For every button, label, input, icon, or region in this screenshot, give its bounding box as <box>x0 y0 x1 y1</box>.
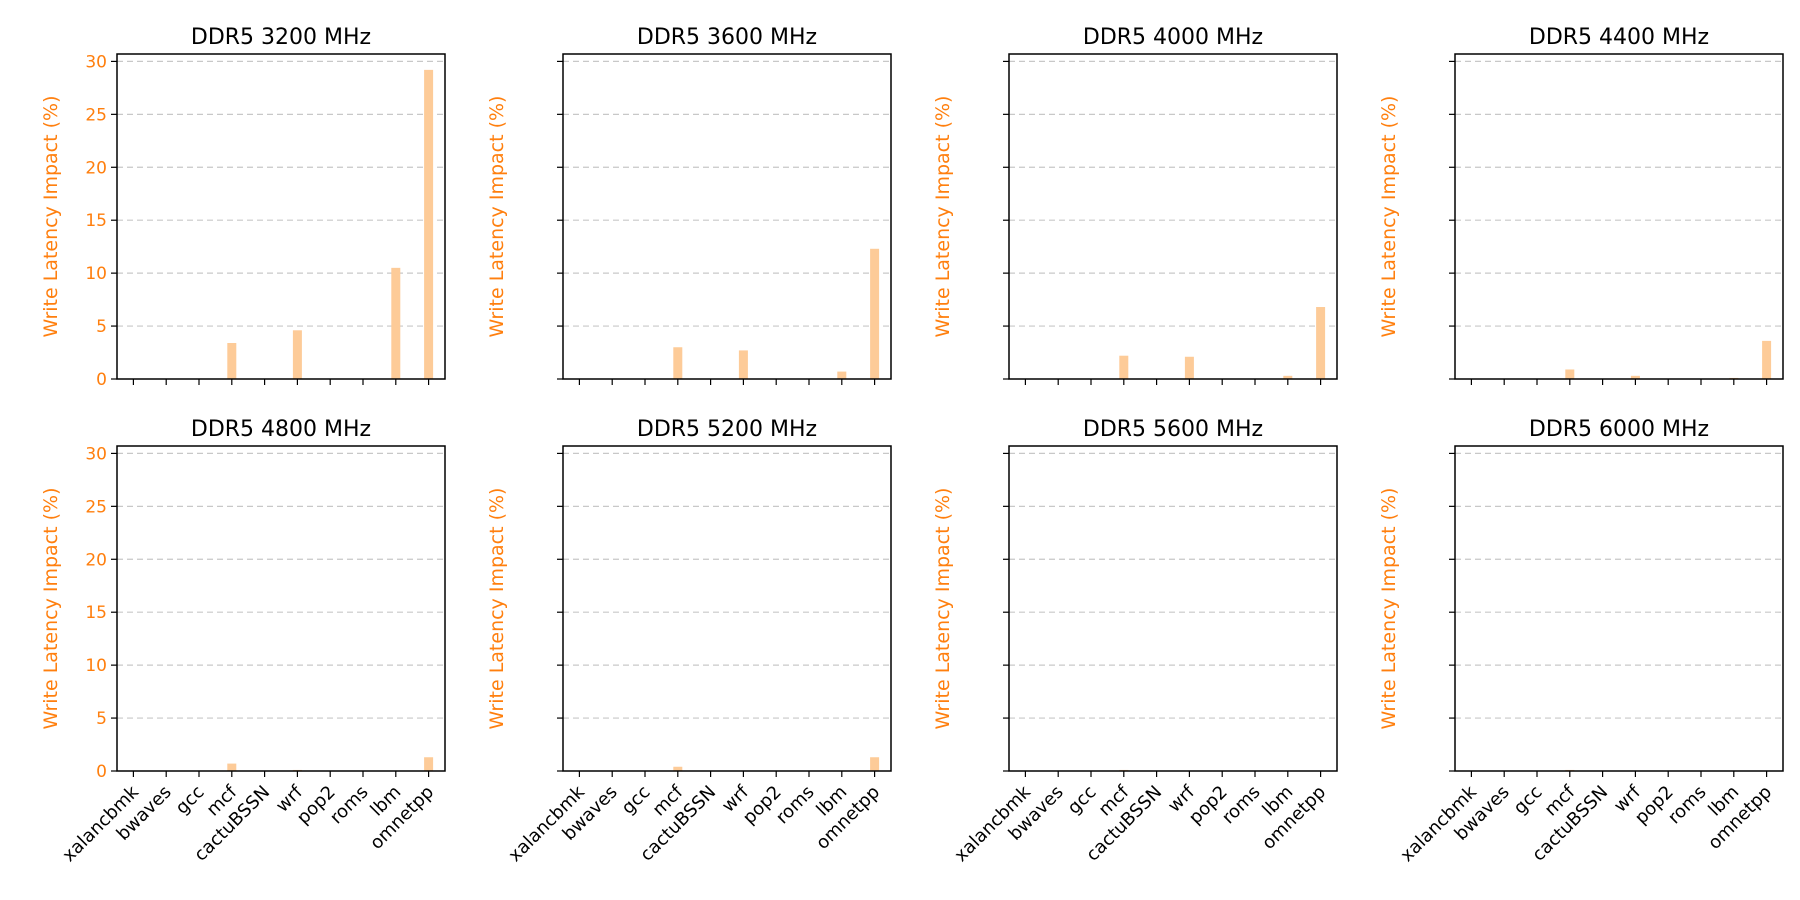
y-tick-label: 5 <box>96 317 107 337</box>
subplot-panel-3: DDR5 4000 MHz Write Latency Impact (%) <box>932 25 1338 385</box>
y-axis-label: Write Latency Impact (%) <box>932 96 954 338</box>
y-axis-label: Write Latency Impact (%) <box>40 96 62 338</box>
bar-mcf <box>673 766 683 771</box>
y-tick-label: 0 <box>96 762 107 782</box>
x-tick-label: omnetpp <box>812 782 884 854</box>
y-tick-label: 30 <box>85 444 107 464</box>
bar-omnetpp <box>1762 340 1772 379</box>
bar-mcf <box>1565 369 1575 379</box>
plot-frame <box>562 445 892 772</box>
y-tick-label: 30 <box>85 52 107 72</box>
plot-frame <box>116 53 446 380</box>
x-tick-label: gcc <box>172 782 209 819</box>
plot-frame <box>116 445 446 772</box>
y-tick-label: 0 <box>96 370 107 390</box>
bar-lbm <box>391 267 401 379</box>
x-tick-label: gcc <box>618 782 655 819</box>
bar-wrf <box>1184 356 1194 379</box>
panel-title: DDR5 3200 MHz <box>191 25 371 50</box>
x-tick-label: gcc <box>1510 782 1547 819</box>
x-tick-label: roms <box>326 782 373 829</box>
plot-frame <box>1454 445 1784 772</box>
bar-lbm <box>837 371 847 379</box>
panel-title: DDR5 4000 MHz <box>1083 25 1263 50</box>
bar-wrf <box>292 330 302 379</box>
y-axis-label: Write Latency Impact (%) <box>932 488 954 730</box>
y-axis-label: Write Latency Impact (%) <box>1378 488 1400 730</box>
bar-mcf <box>227 763 237 771</box>
y-axis-label: Write Latency Impact (%) <box>40 488 62 730</box>
subplot-panel-2: DDR5 3600 MHz Write Latency Impact (%) <box>486 25 892 385</box>
y-tick-label: 15 <box>85 211 107 231</box>
panel-title: DDR5 4400 MHz <box>1529 25 1709 50</box>
panel-title: DDR5 4800 MHz <box>191 417 371 442</box>
panel-title: DDR5 3600 MHz <box>637 25 817 50</box>
y-tick-label: 20 <box>85 550 107 570</box>
y-axis-label: Write Latency Impact (%) <box>486 488 508 730</box>
y-tick-label: 10 <box>85 656 107 676</box>
y-tick-label: 25 <box>85 105 107 125</box>
y-tick-label: 5 <box>96 709 107 729</box>
subplot-panel-5: DDR5 4800 MHz 0 5 10 15 20 25 30 Write Latency I… <box>40 417 446 866</box>
bar-lbm <box>1283 375 1293 379</box>
y-axis-label: Write Latency Impact (%) <box>486 96 508 338</box>
bar-omnetpp <box>1316 307 1326 379</box>
bar-omnetpp <box>424 69 434 379</box>
x-tick-label: gcc <box>1064 782 1101 819</box>
x-tick-label: omnetpp <box>366 782 438 854</box>
bar-omnetpp <box>870 248 880 379</box>
bar-mcf <box>673 347 683 379</box>
bar-wrf <box>738 350 748 379</box>
subplot-panel-4: DDR5 4400 MHz Write Latency Impact (%) <box>1378 25 1784 385</box>
panel-title: DDR5 6000 MHz <box>1529 417 1709 442</box>
y-tick-label: 15 <box>85 603 107 623</box>
plot-frame <box>1454 53 1784 380</box>
panel-title: DDR5 5600 MHz <box>1083 417 1263 442</box>
bar-mcf <box>227 343 237 379</box>
y-tick-label: 20 <box>85 158 107 178</box>
plot-frame <box>1008 53 1338 380</box>
y-axis-label: Write Latency Impact (%) <box>1378 96 1400 338</box>
subplot-panel-1: DDR5 3200 MHz 0 5 10 15 20 25 30 Write Latency I… <box>40 25 446 390</box>
bar-omnetpp <box>424 757 434 771</box>
bar-wrf <box>1630 375 1640 379</box>
panel-title: DDR5 5200 MHz <box>637 417 817 442</box>
x-tick-label: omnetpp <box>1704 782 1776 854</box>
x-tick-label: roms <box>1218 782 1265 829</box>
x-tick-label: omnetpp <box>1258 782 1330 854</box>
bar-mcf <box>1119 355 1129 379</box>
bar-omnetpp <box>870 757 880 771</box>
plot-frame <box>562 53 892 380</box>
x-tick-label: roms <box>1664 782 1711 829</box>
x-tick-label: roms <box>772 782 819 829</box>
y-tick-label: 25 <box>85 497 107 517</box>
plot-frame <box>1008 445 1338 772</box>
y-tick-label: 10 <box>85 264 107 284</box>
